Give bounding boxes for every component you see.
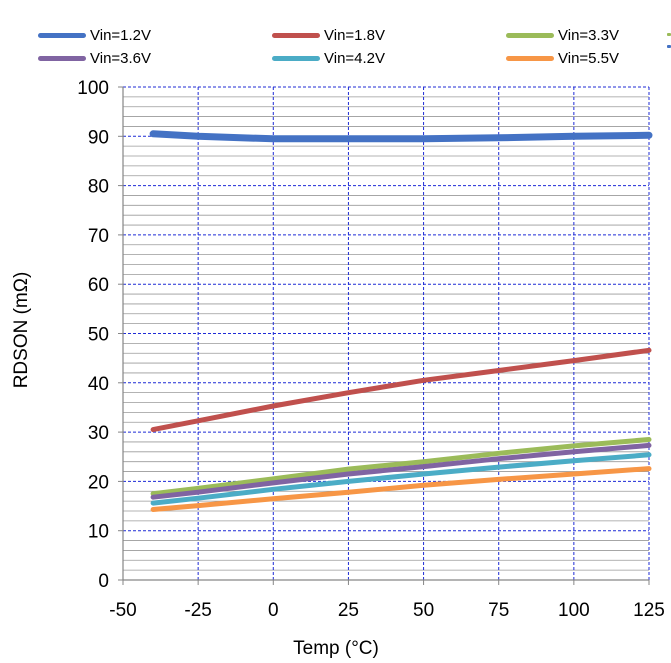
legend-item-vin-3-6: Vin=3.6V (38, 50, 151, 67)
x-tick-label: 50 (413, 600, 434, 621)
plot-axes (118, 86, 650, 585)
series-line-vin-4-2v (150, 452, 652, 506)
x-tick-label: 0 (268, 600, 279, 621)
legend-label-vin-1-8: Vin=1.8V (324, 27, 386, 44)
series-line-vin-3-6v (150, 442, 652, 500)
cropped-legend-mark-blue (667, 45, 671, 48)
legend-item-vin-3-3: Vin=3.3V (506, 27, 619, 44)
legend-label-vin-5-5: Vin=5.5V (558, 50, 620, 67)
y-axis-label: RDSON (mΩ) (11, 272, 32, 389)
series-line-vin-5-5v (150, 466, 652, 512)
y-tick-labels: 0 10 20 30 40 50 60 70 80 90 100 (77, 78, 109, 592)
y-tick-label: 0 (98, 571, 109, 592)
series-line-vin-3-3v (150, 437, 652, 497)
x-axis-label: Temp (°C) (293, 638, 379, 659)
legend-label-vin-4-2: Vin=4.2V (324, 50, 386, 67)
legend-label-vin-1-2: Vin=1.2V (90, 27, 152, 44)
y-tick-label: 10 (88, 522, 109, 543)
legend-item-vin-5-5: Vin=5.5V (506, 50, 619, 67)
legend-item-vin-4-2: Vin=4.2V (272, 50, 385, 67)
legend-swatch-vin-1-2 (38, 33, 86, 38)
legend-swatch-vin-1-8 (272, 33, 320, 38)
y-tick-label: 80 (88, 177, 109, 198)
legend-item-vin-1-8: Vin=1.8V (272, 27, 385, 44)
legend-swatch-vin-5-5 (506, 56, 554, 61)
cropped-legend-mark-green (667, 33, 671, 36)
y-tick-label: 40 (88, 374, 109, 395)
x-tick-label: 125 (633, 600, 665, 621)
y-tick-label: 50 (88, 325, 109, 346)
legend-swatch-vin-4-2 (272, 56, 320, 61)
y-tick-label: 60 (88, 275, 109, 296)
x-tick-label: -50 (109, 600, 136, 621)
x-tick-labels: -50 -25 0 25 50 75 100 125 (109, 600, 665, 621)
series-line-vin-1-8v (150, 347, 652, 433)
x-tick-label: 25 (338, 600, 359, 621)
x-tick-label: 75 (488, 600, 509, 621)
minor-gridlines (123, 96, 649, 571)
y-tick-label: 90 (88, 127, 109, 148)
y-tick-label: 100 (77, 78, 109, 99)
y-tick-label: 20 (88, 472, 109, 493)
x-tick-label: 100 (558, 600, 590, 621)
legend-label-vin-3-6: Vin=3.6V (90, 50, 152, 67)
legend-item-vin-1-2: Vin=1.2V (38, 27, 151, 44)
series-lines (149, 130, 653, 512)
legend-swatch-vin-3-3 (506, 33, 554, 38)
legend-label-vin-3-3: Vin=3.3V (558, 27, 620, 44)
legend-swatch-vin-3-6 (38, 56, 86, 61)
x-tick-label: -25 (184, 600, 211, 621)
y-tick-label: 30 (88, 423, 109, 444)
y-tick-label: 70 (88, 226, 109, 247)
series-line-vin-1-2v (149, 130, 653, 143)
